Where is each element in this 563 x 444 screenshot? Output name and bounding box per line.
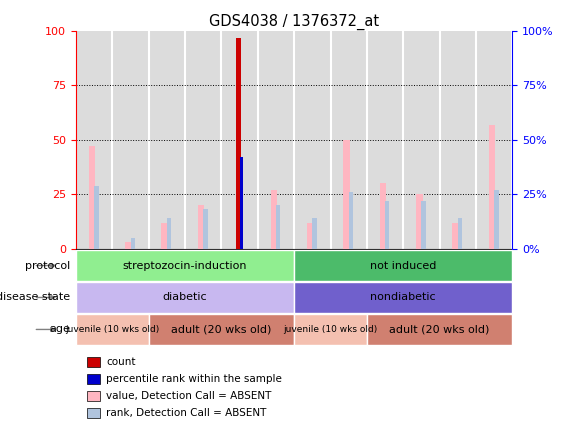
Bar xyxy=(221,31,258,249)
Bar xyxy=(149,314,294,345)
Text: diabetic: diabetic xyxy=(163,293,207,302)
Text: rank, Detection Call = ABSENT: rank, Detection Call = ABSENT xyxy=(106,408,267,418)
Bar xyxy=(307,222,314,249)
Bar xyxy=(294,31,330,249)
Text: not induced: not induced xyxy=(370,261,436,270)
Bar xyxy=(385,201,390,249)
Bar xyxy=(489,125,495,249)
Bar xyxy=(422,201,426,249)
Bar xyxy=(131,238,135,249)
Bar xyxy=(403,31,440,249)
Bar xyxy=(198,205,204,249)
Bar xyxy=(348,192,353,249)
Bar xyxy=(367,31,403,249)
Bar xyxy=(89,147,95,249)
Text: age: age xyxy=(50,325,70,334)
Bar xyxy=(203,210,208,249)
Bar xyxy=(458,218,462,249)
Bar xyxy=(167,218,171,249)
Bar xyxy=(236,38,241,249)
Bar xyxy=(271,190,277,249)
Bar xyxy=(76,31,113,249)
Text: nondiabetic: nondiabetic xyxy=(370,293,436,302)
Bar xyxy=(240,157,243,249)
Text: disease state: disease state xyxy=(0,293,70,302)
Bar xyxy=(416,194,422,249)
Bar xyxy=(494,190,498,249)
Bar xyxy=(343,140,350,249)
Bar xyxy=(258,31,294,249)
Text: streptozocin-induction: streptozocin-induction xyxy=(123,261,247,270)
Bar xyxy=(185,31,221,249)
Bar xyxy=(113,31,149,249)
Bar xyxy=(94,186,99,249)
Bar xyxy=(125,242,132,249)
Text: protocol: protocol xyxy=(25,261,70,270)
Text: juvenile (10 wks old): juvenile (10 wks old) xyxy=(65,325,159,334)
Bar xyxy=(379,183,386,249)
Bar xyxy=(76,314,149,345)
Text: count: count xyxy=(106,357,136,367)
Text: adult (20 wks old): adult (20 wks old) xyxy=(390,325,490,334)
Text: percentile rank within the sample: percentile rank within the sample xyxy=(106,374,282,384)
Bar xyxy=(330,31,367,249)
Bar xyxy=(476,31,512,249)
Bar xyxy=(162,222,168,249)
Bar xyxy=(440,31,476,249)
Bar xyxy=(294,250,512,281)
Bar xyxy=(294,282,512,313)
Bar xyxy=(367,314,512,345)
Text: juvenile (10 wks old): juvenile (10 wks old) xyxy=(283,325,378,334)
Bar xyxy=(76,250,294,281)
Text: adult (20 wks old): adult (20 wks old) xyxy=(171,325,271,334)
Bar xyxy=(452,222,459,249)
Bar xyxy=(312,218,317,249)
Bar xyxy=(76,282,294,313)
Text: value, Detection Call = ABSENT: value, Detection Call = ABSENT xyxy=(106,391,272,401)
Title: GDS4038 / 1376372_at: GDS4038 / 1376372_at xyxy=(209,13,379,30)
Bar xyxy=(149,31,185,249)
Bar xyxy=(294,314,367,345)
Bar xyxy=(276,205,280,249)
